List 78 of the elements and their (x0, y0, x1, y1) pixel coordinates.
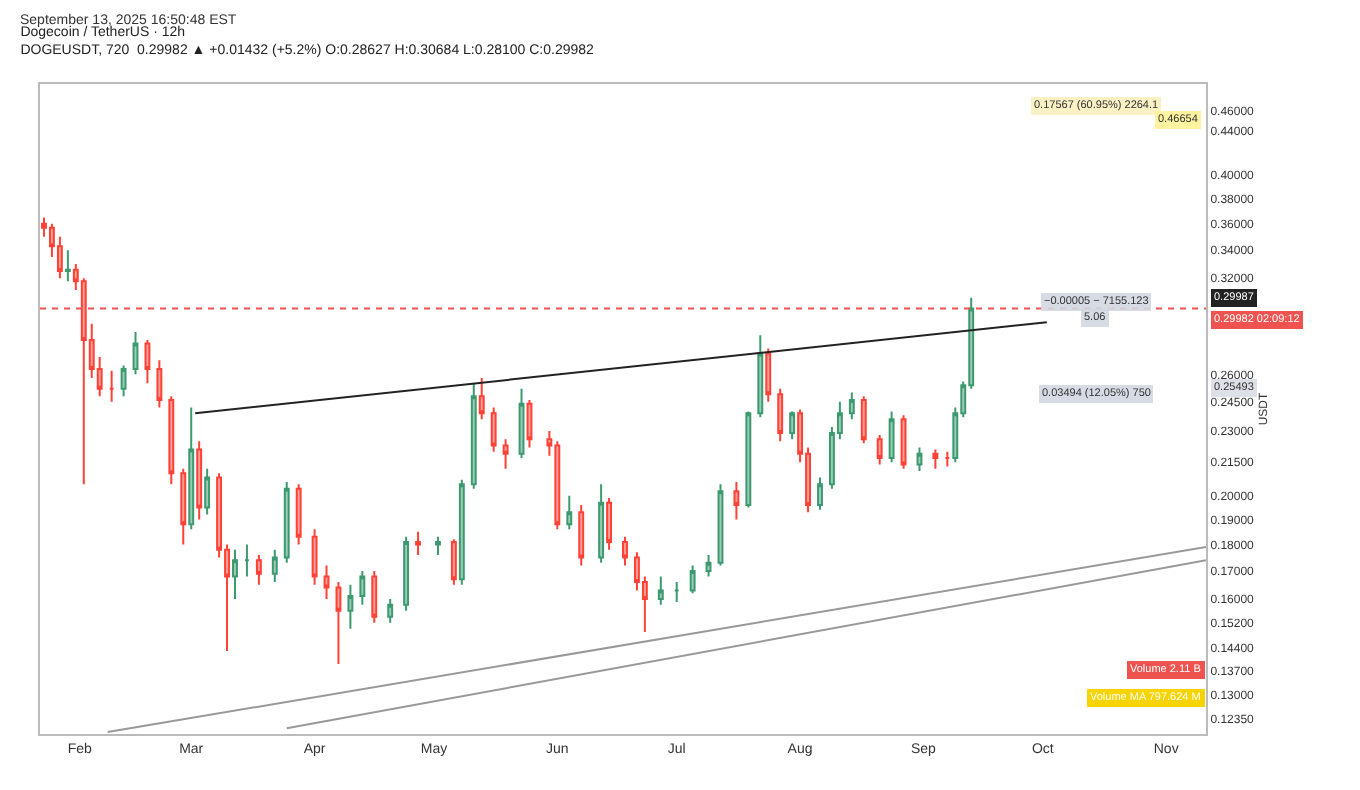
candlestick (80, 277, 87, 486)
candlestick (96, 355, 103, 398)
candlestick (817, 476, 823, 511)
candlestick (554, 440, 561, 531)
candlestick (168, 395, 175, 486)
candlestick (765, 347, 772, 403)
candlestick (216, 472, 223, 559)
candlestick (622, 535, 628, 567)
candlestick (900, 414, 907, 470)
candlestick (657, 575, 664, 606)
candlestick (777, 387, 784, 443)
candlestick (88, 322, 95, 379)
candlestick (490, 406, 497, 453)
candlestick (232, 548, 238, 600)
candlestick (196, 440, 203, 521)
candlestick (283, 481, 290, 564)
candlestick (578, 504, 585, 567)
candlestick (180, 467, 187, 546)
candlestick (41, 216, 47, 238)
candlestick (518, 387, 525, 459)
candlestick (72, 263, 79, 291)
candlestick (566, 494, 573, 531)
candlestick (271, 548, 278, 583)
candlestick (108, 369, 115, 403)
candlestick (120, 364, 127, 398)
candlestick (828, 426, 835, 490)
candlestick (745, 410, 752, 509)
candlestick (435, 535, 441, 556)
candlestick (805, 446, 811, 514)
candlestick (876, 434, 883, 466)
candlestick (952, 406, 959, 464)
candlestick (458, 478, 465, 586)
candlestick (255, 553, 262, 586)
candlestick (789, 410, 796, 441)
candlestick (347, 583, 354, 630)
candlestick (415, 530, 421, 556)
candlestick (450, 538, 457, 586)
candlestick (371, 569, 378, 624)
candlestick (598, 483, 605, 564)
candlestick (641, 575, 648, 633)
candlestick (633, 551, 640, 592)
candlestick (387, 597, 394, 624)
candlestick (335, 580, 342, 666)
candlestick (295, 483, 302, 546)
candlestick (188, 406, 195, 531)
candlestick (224, 543, 230, 652)
candlestick (64, 249, 71, 283)
candlestick (478, 376, 485, 421)
candlestick (243, 543, 250, 578)
candlestick (836, 400, 843, 441)
candlestick (606, 497, 613, 551)
candlestick (502, 438, 509, 470)
candlestick (48, 222, 55, 259)
candlestick (156, 359, 163, 409)
candlestick (546, 430, 553, 457)
candlestick (797, 408, 804, 464)
candlestick (916, 446, 923, 472)
candlestick (311, 528, 318, 586)
candlestick (359, 569, 366, 606)
candlestick (960, 380, 967, 419)
candlestick (673, 580, 680, 603)
candlestick (705, 553, 712, 578)
candlestick (860, 395, 867, 445)
candlestick (132, 330, 139, 376)
candlestick (403, 535, 410, 612)
candlestick (968, 296, 975, 390)
candlestick (932, 448, 939, 470)
candlestick (888, 410, 895, 464)
candlestick (689, 564, 696, 595)
candlestick (757, 334, 764, 419)
candlestick (470, 382, 477, 490)
candlestick (944, 450, 951, 468)
candlestick (204, 467, 211, 516)
candlestick (733, 481, 740, 521)
candlestick (323, 564, 330, 600)
candlestick (56, 235, 63, 280)
candlestick (848, 391, 855, 421)
candlestick (144, 339, 151, 385)
